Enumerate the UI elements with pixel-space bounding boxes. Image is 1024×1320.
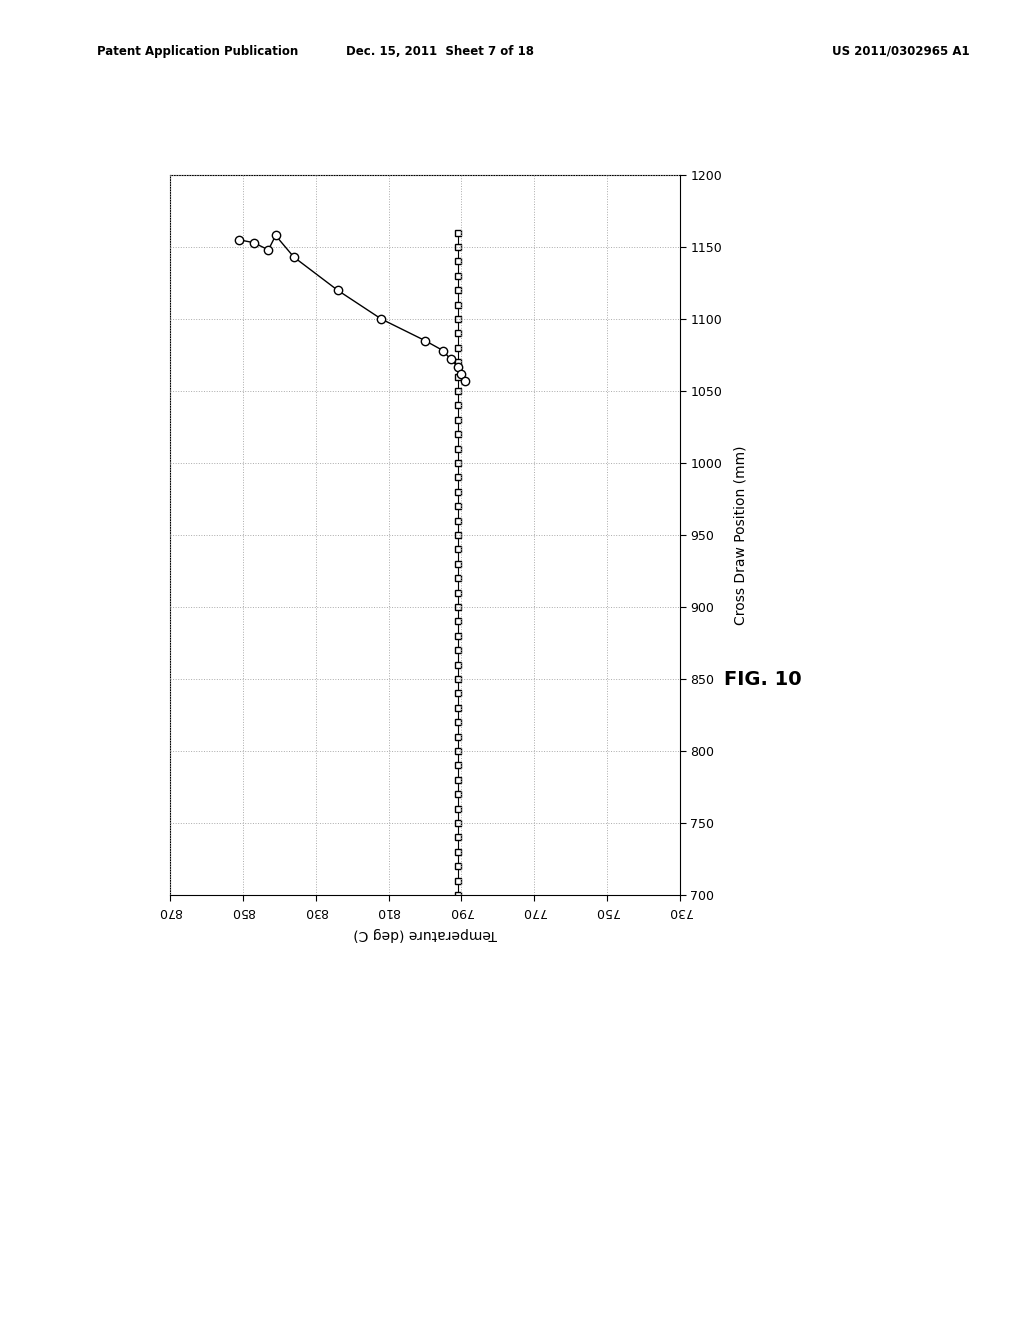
Text: Dec. 15, 2011  Sheet 7 of 18: Dec. 15, 2011 Sheet 7 of 18 [346,45,535,58]
Text: US 2011/0302965 A1: US 2011/0302965 A1 [833,45,970,58]
Text: Patent Application Publication: Patent Application Publication [97,45,299,58]
Y-axis label: Cross Draw Position (mm): Cross Draw Position (mm) [733,445,748,624]
Text: FIG. 10: FIG. 10 [724,671,802,689]
X-axis label: Temperature (deg C): Temperature (deg C) [353,927,497,941]
